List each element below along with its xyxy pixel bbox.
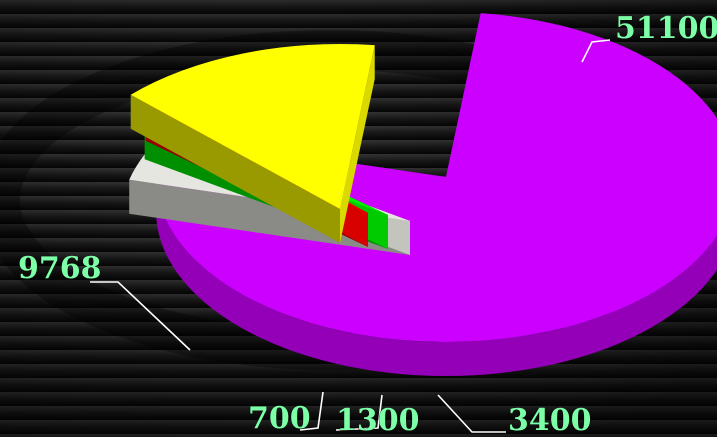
data-label-51100: 51100	[615, 11, 717, 46]
leader-line-51100	[581, 39, 611, 63]
data-label-9768: 9768	[18, 251, 102, 286]
pie-slice-top-9768	[130, 44, 375, 210]
data-label-700: 700	[248, 401, 311, 436]
data-labels: 51100 3400 1300 700 9768	[18, 11, 717, 437]
pie-slice-face-9768	[130, 94, 340, 243]
data-label-1300: 1300	[336, 403, 420, 437]
pie-slices	[129, 13, 717, 376]
pie-slice-face-9768	[340, 45, 375, 243]
leader-line-3400	[437, 394, 506, 433]
data-label-3400: 3400	[508, 403, 592, 437]
label-leaders	[90, 39, 611, 433]
pie-slice-side-51100	[156, 177, 717, 376]
leader-line-1300	[335, 394, 383, 431]
leader-line-700	[299, 391, 324, 431]
pie-slice-top-51100	[156, 13, 717, 342]
pie-slice-9768	[130, 44, 375, 243]
leader-line-9768	[90, 281, 191, 351]
